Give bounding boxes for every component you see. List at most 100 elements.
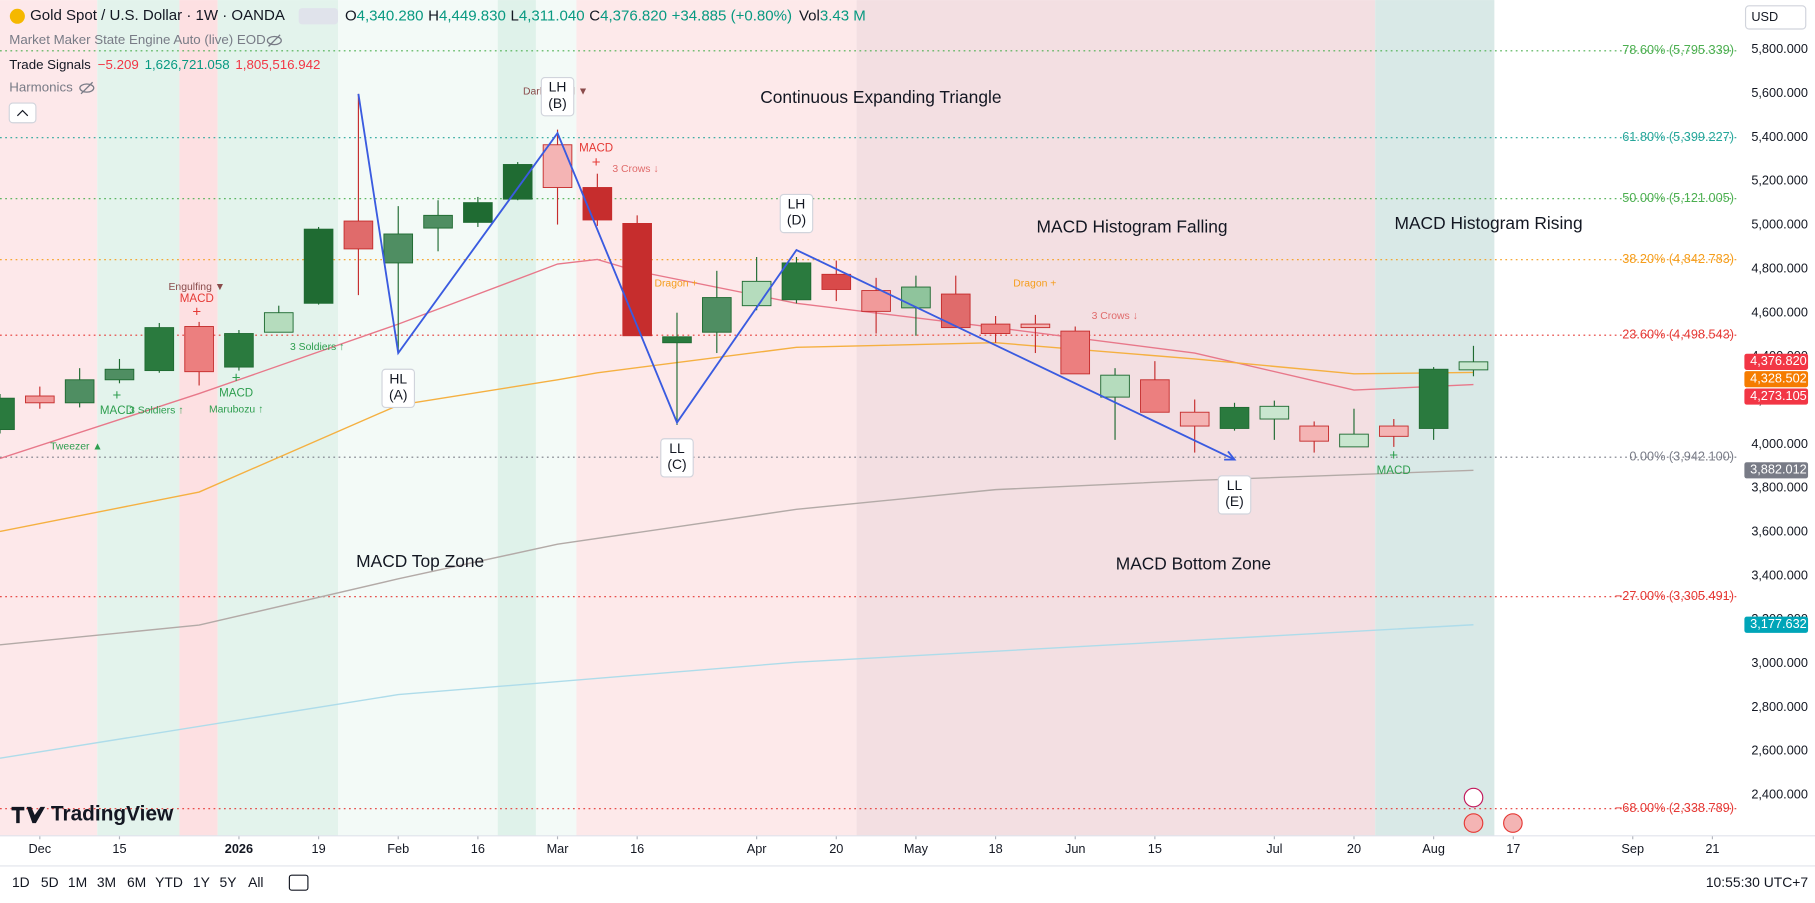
range-button[interactable]: All (248, 874, 263, 890)
x-tick-label: 20 (829, 841, 843, 856)
pattern-label: (D) (787, 212, 806, 228)
x-tick-label: May (904, 841, 929, 856)
logo[interactable]: TradingView (51, 802, 174, 825)
pattern-label: LH (549, 79, 567, 95)
candle-body (303, 228, 334, 304)
pattern-label: LL (669, 440, 685, 456)
range-button[interactable]: YTD (155, 874, 183, 890)
signal: + (192, 304, 201, 321)
hide-icons[interactable] (79, 34, 282, 95)
range-button[interactable]: 1D (12, 874, 30, 890)
candle-body (901, 286, 931, 309)
event-icon[interactable] (1463, 813, 1484, 833)
candle-body (821, 273, 852, 290)
price-label: 4,376.820 (1750, 353, 1807, 368)
signal: 3 Soldiers ↑ (129, 406, 183, 417)
currency[interactable]: USD (1751, 9, 1778, 24)
h-value: 4,449.830 (439, 7, 506, 24)
background-zones (0, 0, 1495, 836)
change: +34.885 (+0.80%) (672, 7, 792, 24)
x-tick-label: Jul (1266, 841, 1282, 856)
vol-value: 3.43 M (820, 7, 866, 24)
candle-body (263, 312, 294, 333)
signal: MACD (180, 293, 214, 305)
collapse-button[interactable] (8, 102, 37, 124)
range-button[interactable]: 1M (68, 874, 87, 890)
signal: + (113, 387, 122, 404)
candle-body (542, 144, 573, 188)
x-tick-label: Apr (747, 841, 768, 856)
signals-value: −5.209 (98, 56, 139, 71)
pattern-label-box (1217, 475, 1252, 515)
signal: Tweezer ▲ (50, 442, 103, 453)
candle-body (144, 327, 175, 372)
pattern-label: (E) (1225, 493, 1244, 509)
y-tick-label: 2,600.000 (1751, 743, 1808, 758)
candle-body (702, 297, 732, 333)
range-button[interactable]: 5D (41, 874, 59, 890)
signal: Engulfing ▼ (168, 282, 225, 293)
zone (97, 0, 180, 836)
candle-body (423, 214, 453, 229)
pattern-label: (B) (548, 95, 566, 111)
candle-body (861, 290, 891, 312)
c-label: C (589, 7, 600, 24)
y-tick-label: 5,000.000 (1751, 217, 1808, 232)
candle-body (1020, 323, 1051, 329)
o-value: 4,340.280 (357, 7, 424, 24)
zone (576, 0, 857, 836)
indicator-engine[interactable]: Market Maker State Engine Auto (live) EO… (9, 32, 265, 47)
date-range-icon[interactable] (288, 874, 309, 891)
candle-body (1458, 361, 1489, 371)
range-button[interactable]: 1Y (193, 874, 210, 890)
compare-toggle[interactable] (298, 8, 338, 25)
h-label: H (428, 7, 439, 24)
pattern-label-box (381, 368, 416, 409)
pattern-label: HL (389, 370, 407, 386)
moving-average (0, 342, 1474, 533)
signals-name[interactable]: Trade Signals (9, 56, 91, 71)
fib-label: −68.00% (2,338.789) (1615, 800, 1734, 815)
signal: Dragon + (654, 278, 697, 289)
signal: Marubozu ↑ (209, 405, 263, 416)
x-tick-label: 18 (988, 841, 1002, 856)
pattern-label: LL (1227, 477, 1243, 493)
price-label-box (1744, 616, 1809, 633)
moving-average (0, 469, 1474, 646)
event-icon[interactable] (1463, 787, 1484, 808)
candle-body (502, 164, 533, 200)
event-icon[interactable] (1503, 813, 1523, 833)
vol-label: Vol (799, 7, 820, 24)
toolbar: 1D 5D 1M 3M 6M YTD 1Y 5Y All (12, 874, 264, 890)
fib-label: 38.20% (4,842.783) (1622, 251, 1734, 266)
ohlc-readout: O4,340.280 H4,449.830 L4,311.040 C4,376.820… (345, 7, 866, 24)
symbol-title[interactable]: Gold Spot / U.S. Dollar · 1W · OANDA (30, 7, 285, 24)
clock: 10:55:30 UTC+7 (1706, 874, 1808, 890)
zone (0, 0, 98, 836)
x-tick-label: 15 (112, 841, 126, 856)
range-button[interactable]: 3M (97, 874, 116, 890)
overlay: Gold Spot / U.S. Dollar · 1W · OANDA O4,… (0, 5, 1815, 891)
indicator-harmonics[interactable]: Harmonics (9, 80, 73, 95)
currency-button[interactable] (1744, 5, 1807, 30)
arrow-head (1224, 450, 1237, 461)
collapse-icon (16, 109, 29, 117)
fib-label: 61.80% (5,399.227) (1622, 129, 1734, 144)
candle-body (1379, 425, 1409, 437)
o-label: O (345, 7, 357, 24)
candle-body (1140, 379, 1170, 413)
candle-body (1219, 406, 1250, 429)
signal: MACD (219, 388, 253, 400)
range-button[interactable]: 6M (127, 874, 146, 890)
c-value: 4,376.820 (600, 7, 667, 24)
y-tick-label: 3,600.000 (1751, 524, 1808, 539)
zone (497, 0, 536, 836)
fib-label: 23.60% (4,498.543) (1622, 327, 1734, 342)
candle-body (343, 220, 374, 250)
range-button[interactable]: 5Y (220, 874, 237, 890)
x-tick-label: 16 (630, 841, 644, 856)
annotation: Continuous Expanding Triangle (760, 87, 1001, 107)
x-tick-label: Mar (547, 841, 570, 856)
price-label: 4,328.502 (1750, 371, 1807, 386)
